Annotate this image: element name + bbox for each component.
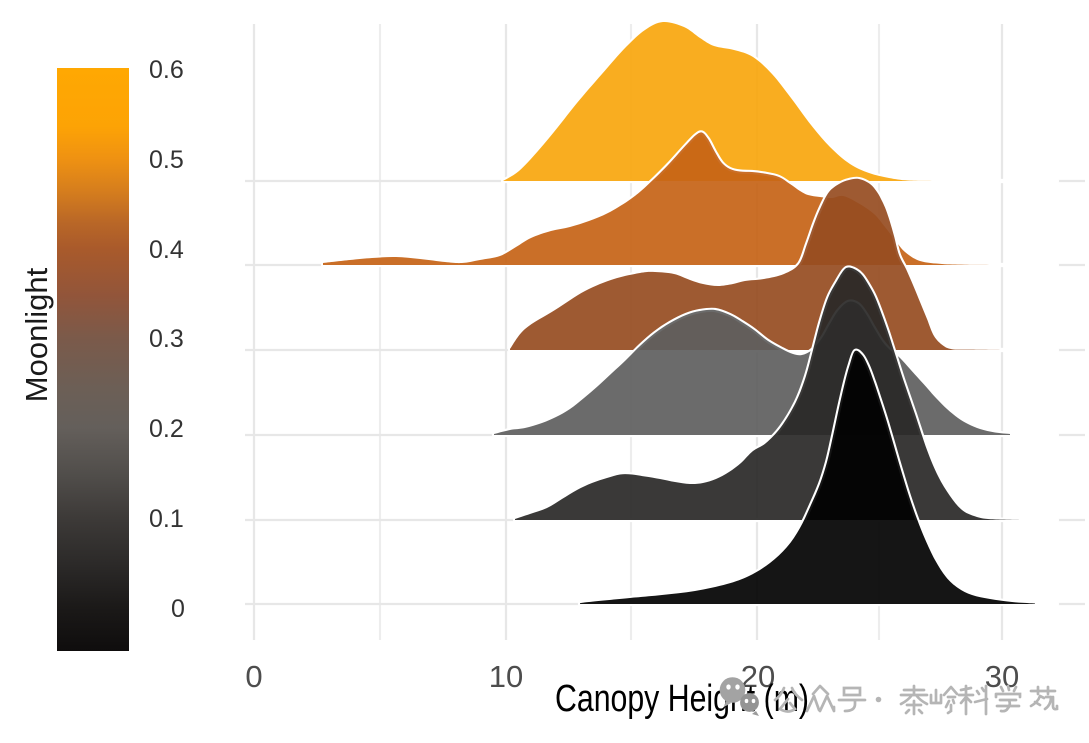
svg-text:0.1: 0.1 bbox=[149, 505, 184, 533]
svg-text:0.2: 0.2 bbox=[149, 415, 184, 443]
svg-text:0: 0 bbox=[171, 595, 185, 623]
svg-text:0.3: 0.3 bbox=[149, 325, 184, 353]
svg-text:Canopy Height (m): Canopy Height (m) bbox=[555, 678, 809, 720]
svg-text:10: 10 bbox=[489, 659, 523, 694]
svg-text:Moonlight: Moonlight bbox=[19, 267, 54, 402]
svg-text:0: 0 bbox=[245, 659, 262, 694]
svg-text:20: 20 bbox=[741, 659, 775, 694]
svg-text:0.4: 0.4 bbox=[149, 236, 184, 264]
svg-text:0.6: 0.6 bbox=[149, 56, 184, 84]
svg-text:0.5: 0.5 bbox=[149, 146, 184, 174]
